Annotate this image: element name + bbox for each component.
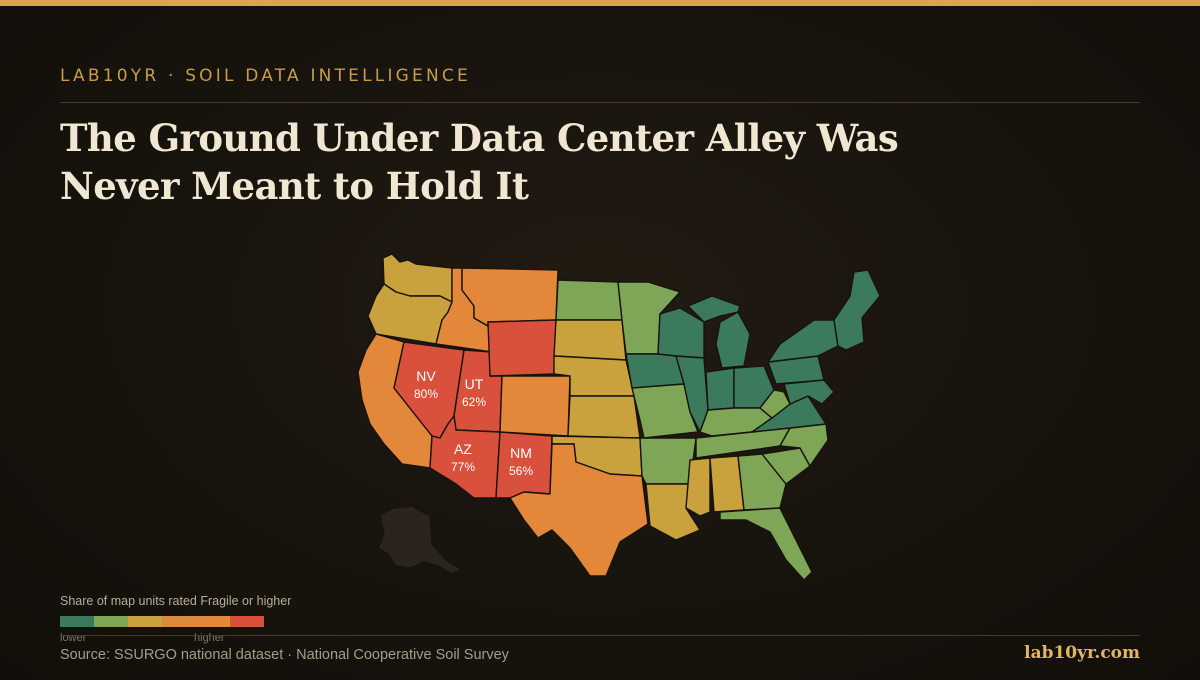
state-ia (625, 353, 685, 389)
kicker: LAB10YR · SOIL DATA INTELLIGENCE (60, 66, 471, 86)
label-ut-value: 62% (462, 395, 486, 409)
legend-color-scale (60, 616, 264, 627)
label-az-code: AZ (454, 441, 472, 457)
headline: The Ground Under Data Center Alley Was N… (60, 114, 1020, 210)
legend-swatch-3 (128, 616, 162, 627)
legend-title: Share of map units rated Fragile or high… (60, 594, 292, 608)
state-mt (461, 267, 559, 327)
state-ks (567, 395, 641, 439)
state-wv (759, 389, 791, 419)
source-note: Source: SSURGO national dataset · Nation… (60, 647, 509, 663)
legend-swatch-6 (230, 616, 264, 627)
headline-line-2: Never Meant to Hold It (60, 164, 529, 208)
state-in (705, 367, 735, 411)
footer-divider (60, 635, 1140, 636)
legend-swatch-1 (60, 616, 94, 627)
label-nm-code: NM (510, 445, 532, 461)
label-az-value: 77% (451, 460, 475, 474)
header-divider (60, 102, 1140, 103)
legend-high-label: higher (194, 632, 225, 644)
state-wy (487, 319, 557, 377)
legend-swatch-5 (196, 616, 230, 627)
brand-url[interactable]: lab10yr.com (1024, 643, 1140, 663)
state-new-england (833, 269, 881, 351)
label-nm-value: 56% (509, 464, 533, 478)
state-co (499, 375, 571, 437)
label-nv-code: NV (416, 368, 436, 384)
legend-low-label: lower (60, 632, 87, 644)
state-fl (719, 507, 813, 581)
state-tx (509, 443, 649, 577)
us-soil-fragility-map: NV 80% UT 62% AZ 77% NM 56% (357, 253, 881, 581)
state-mi-upper (687, 295, 741, 323)
state-ak (377, 505, 463, 575)
state-ny (767, 319, 839, 363)
state-ms (685, 457, 711, 517)
state-nd (555, 279, 623, 321)
label-ut-code: UT (465, 376, 484, 392)
state-ar (639, 437, 697, 485)
state-md-de-nj (783, 379, 835, 405)
label-nv-value: 80% (414, 387, 438, 401)
legend-swatch-2 (94, 616, 128, 627)
state-mi (715, 311, 751, 369)
top-accent-bar (0, 0, 1200, 6)
legend-swatch-4 (162, 616, 196, 627)
state-sd (553, 319, 627, 361)
headline-line-1: The Ground Under Data Center Alley Was (60, 116, 899, 160)
state-ga (737, 453, 787, 511)
